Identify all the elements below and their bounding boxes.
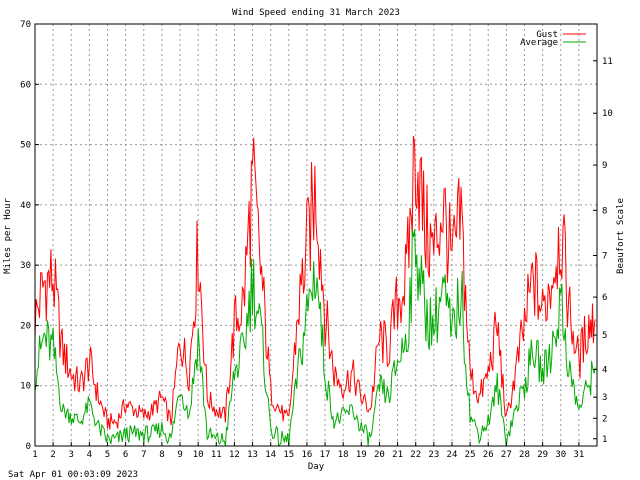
y-tick-label: 30 — [20, 261, 31, 271]
x-tick-label: 8 — [159, 450, 164, 460]
beaufort-tick-label: 7 — [602, 251, 607, 261]
y-axis-label: Miles per Hour — [3, 197, 13, 273]
x-tick-label: 24 — [447, 450, 458, 460]
x-tick-label: 15 — [283, 450, 294, 460]
legend-label-average: Average — [520, 38, 558, 48]
beaufort-tick-label: 9 — [602, 161, 607, 171]
x-tick-label: 26 — [483, 450, 494, 460]
y-tick-label: 60 — [20, 80, 31, 90]
beaufort-tick-label: 3 — [602, 393, 607, 403]
y-tick-label: 10 — [20, 382, 31, 392]
y-tick-label: 0 — [26, 442, 31, 452]
x-tick-label: 6 — [123, 450, 128, 460]
x-tick-label: 7 — [141, 450, 146, 460]
grid-lines — [35, 24, 597, 446]
x-tick-label: 13 — [247, 450, 258, 460]
plot-frame — [34, 23, 598, 447]
x-tick-label: 17 — [320, 450, 331, 460]
x-tick-label: 20 — [374, 450, 385, 460]
beaufort-tick-label: 5 — [602, 331, 607, 341]
series-line-average — [34, 229, 596, 447]
footer-timestamp: Sat Apr 01 00:03:09 2023 — [8, 470, 138, 480]
beaufort-tick-label: 1 — [602, 435, 607, 445]
beaufort-tick-label: 6 — [602, 293, 607, 303]
x-tick-label: 31 — [573, 450, 584, 460]
x-tick-label: 14 — [265, 450, 276, 460]
beaufort-tick-label: 2 — [602, 414, 607, 424]
x-tick-label: 3 — [69, 450, 74, 460]
x-tick-label: 4 — [87, 450, 92, 460]
y-tick-label: 50 — [20, 141, 31, 151]
x-tick-label: 30 — [555, 450, 566, 460]
x-tick-label: 19 — [356, 450, 367, 460]
series-line-gust — [34, 135, 596, 430]
x-tick-label: 18 — [338, 450, 349, 460]
series-lines — [34, 135, 596, 447]
y2-axis-label: Beaufort Scale — [616, 198, 626, 274]
beaufort-tick-label: 11 — [602, 57, 613, 67]
x-tick-label: 5 — [105, 450, 110, 460]
beaufort-tick-label: 10 — [602, 109, 613, 119]
x-tick-label: 9 — [177, 450, 182, 460]
x-tick-label: 10 — [193, 450, 204, 460]
y-tick-label: 40 — [20, 201, 31, 211]
x-tick-label: 27 — [501, 450, 512, 460]
legend-label-gust: Gust — [536, 30, 558, 40]
x-tick-label: 22 — [410, 450, 421, 460]
x-tick-label: 2 — [50, 450, 55, 460]
x-tick-label: 21 — [392, 450, 403, 460]
x-tick-label: 28 — [519, 450, 530, 460]
y-tick-label: 70 — [20, 20, 31, 30]
y-tick-label: 20 — [20, 321, 31, 331]
x-tick-label: 29 — [537, 450, 548, 460]
x-tick-label: 25 — [465, 450, 476, 460]
beaufort-tick-label: 8 — [602, 206, 607, 216]
x-axis-label: Day — [308, 462, 325, 472]
x-tick-label: 16 — [302, 450, 313, 460]
x-tick-label: 12 — [229, 450, 240, 460]
beaufort-tick-label: 4 — [602, 365, 607, 375]
x-tick-label: 23 — [428, 450, 439, 460]
chart-title: Wind Speed ending 31 March 2023 — [232, 8, 400, 18]
x-tick-label: 1 — [32, 450, 37, 460]
x-tick-label: 11 — [211, 450, 222, 460]
